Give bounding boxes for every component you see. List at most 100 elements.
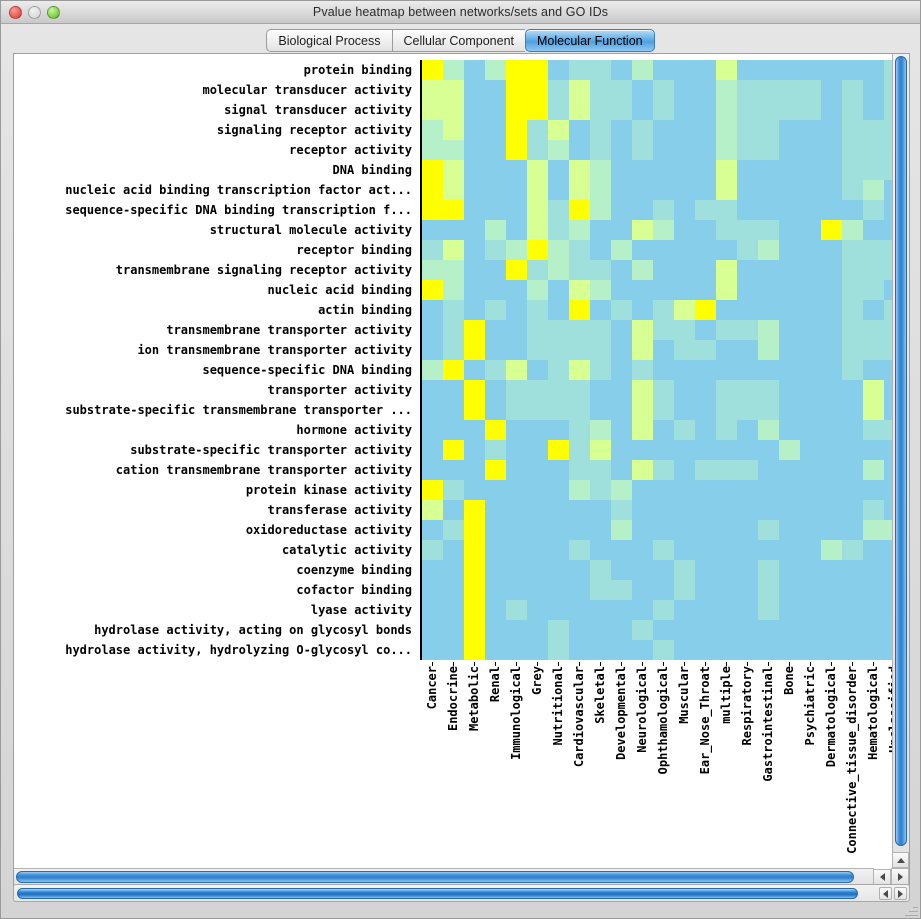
heatmap-cell[interactable]: [632, 120, 653, 140]
heatmap-cell[interactable]: [443, 60, 464, 80]
heatmap-cell[interactable]: [779, 440, 800, 460]
heatmap-cell[interactable]: [485, 520, 506, 540]
heatmap-cell[interactable]: [569, 520, 590, 540]
heatmap-cell[interactable]: [758, 180, 779, 200]
heatmap-cell[interactable]: [674, 580, 695, 600]
heatmap-cell[interactable]: [485, 60, 506, 80]
heatmap-cell[interactable]: [737, 160, 758, 180]
heatmap-cell[interactable]: [821, 400, 842, 420]
heatmap-cell[interactable]: [632, 520, 653, 540]
heatmap-cell[interactable]: [800, 520, 821, 540]
heatmap-cell[interactable]: [758, 480, 779, 500]
heatmap-cell[interactable]: [884, 420, 892, 440]
heatmap-cell[interactable]: [632, 180, 653, 200]
heatmap-cell[interactable]: [842, 360, 863, 380]
heatmap-cell[interactable]: [653, 500, 674, 520]
heatmap-cell[interactable]: [695, 180, 716, 200]
heatmap-cell[interactable]: [884, 460, 892, 480]
heatmap-cell[interactable]: [863, 400, 884, 420]
heatmap-cell[interactable]: [737, 560, 758, 580]
heatmap-cell[interactable]: [527, 540, 548, 560]
heatmap-cell[interactable]: [800, 420, 821, 440]
heatmap-cell[interactable]: [422, 320, 443, 340]
heatmap-cell[interactable]: [485, 640, 506, 660]
heatmap-cell[interactable]: [590, 580, 611, 600]
heatmap-cell[interactable]: [611, 460, 632, 480]
heatmap-cell[interactable]: [863, 500, 884, 520]
heatmap-cell[interactable]: [716, 340, 737, 360]
heatmap-cell[interactable]: [485, 180, 506, 200]
window-resize-grip[interactable]: [904, 903, 918, 917]
heatmap-cell[interactable]: [611, 620, 632, 640]
heatmap-cell[interactable]: [863, 280, 884, 300]
heatmap-cell[interactable]: [737, 120, 758, 140]
heatmap-cell[interactable]: [758, 160, 779, 180]
heatmap-cell[interactable]: [632, 620, 653, 640]
heatmap-cell[interactable]: [443, 320, 464, 340]
heatmap-cell[interactable]: [422, 80, 443, 100]
heatmap-cell[interactable]: [548, 460, 569, 480]
heatmap-cell[interactable]: [527, 160, 548, 180]
heatmap-cell[interactable]: [695, 560, 716, 580]
heatmap-cell[interactable]: [863, 100, 884, 120]
heatmap-cell[interactable]: [569, 460, 590, 480]
heatmap-cell[interactable]: [527, 120, 548, 140]
heatmap-cell[interactable]: [653, 100, 674, 120]
heatmap-cell[interactable]: [443, 160, 464, 180]
heatmap-cell[interactable]: [716, 140, 737, 160]
heatmap-cell[interactable]: [674, 140, 695, 160]
heatmap-cell[interactable]: [527, 320, 548, 340]
heatmap-cell[interactable]: [863, 580, 884, 600]
heatmap-cell[interactable]: [548, 100, 569, 120]
heatmap-cell[interactable]: [632, 400, 653, 420]
heatmap-cell[interactable]: [653, 180, 674, 200]
heatmap-cell[interactable]: [506, 200, 527, 220]
heatmap-cell[interactable]: [569, 180, 590, 200]
heatmap-cell[interactable]: [506, 220, 527, 240]
heatmap-cell[interactable]: [695, 620, 716, 640]
heatmap-cell[interactable]: [884, 620, 892, 640]
heatmap-cell[interactable]: [485, 140, 506, 160]
heatmap-cell[interactable]: [674, 120, 695, 140]
heatmap-cell[interactable]: [884, 180, 892, 200]
heatmap-cell[interactable]: [800, 380, 821, 400]
heatmap-cell[interactable]: [821, 80, 842, 100]
heatmap-cell[interactable]: [632, 200, 653, 220]
heatmap-cell[interactable]: [884, 200, 892, 220]
heatmap-cell[interactable]: [590, 360, 611, 380]
heatmap-cell[interactable]: [422, 140, 443, 160]
heatmap-cell[interactable]: [758, 280, 779, 300]
heatmap-cell[interactable]: [821, 440, 842, 460]
heatmap-cell[interactable]: [485, 200, 506, 220]
heatmap-cell[interactable]: [884, 520, 892, 540]
heatmap-cell[interactable]: [527, 80, 548, 100]
heatmap-cell[interactable]: [758, 620, 779, 640]
zoom-button[interactable]: [47, 6, 60, 19]
heatmap-cell[interactable]: [506, 320, 527, 340]
heatmap-cell[interactable]: [548, 640, 569, 660]
heatmap-cell[interactable]: [527, 420, 548, 440]
heatmap-cell[interactable]: [716, 560, 737, 580]
heatmap-cell[interactable]: [485, 280, 506, 300]
heatmap-cell[interactable]: [863, 440, 884, 460]
heatmap-cell[interactable]: [443, 280, 464, 300]
heatmap-cell[interactable]: [485, 160, 506, 180]
heatmap-cell[interactable]: [863, 360, 884, 380]
heatmap-cell[interactable]: [485, 120, 506, 140]
heatmap-cell[interactable]: [653, 120, 674, 140]
heatmap-cell[interactable]: [737, 220, 758, 240]
heatmap-cell[interactable]: [695, 200, 716, 220]
heatmap-cell[interactable]: [716, 600, 737, 620]
heatmap-cell[interactable]: [695, 240, 716, 260]
heatmap-cell[interactable]: [695, 380, 716, 400]
heatmap-cell[interactable]: [674, 180, 695, 200]
heatmap-cell[interactable]: [779, 200, 800, 220]
heatmap-cell[interactable]: [590, 80, 611, 100]
heatmap-cell[interactable]: [632, 260, 653, 280]
heatmap-cell[interactable]: [821, 340, 842, 360]
heatmap-cell[interactable]: [737, 540, 758, 560]
heatmap-cell[interactable]: [485, 560, 506, 580]
heatmap-cell[interactable]: [779, 580, 800, 600]
heatmap-cell[interactable]: [737, 400, 758, 420]
heatmap-cell[interactable]: [590, 560, 611, 580]
